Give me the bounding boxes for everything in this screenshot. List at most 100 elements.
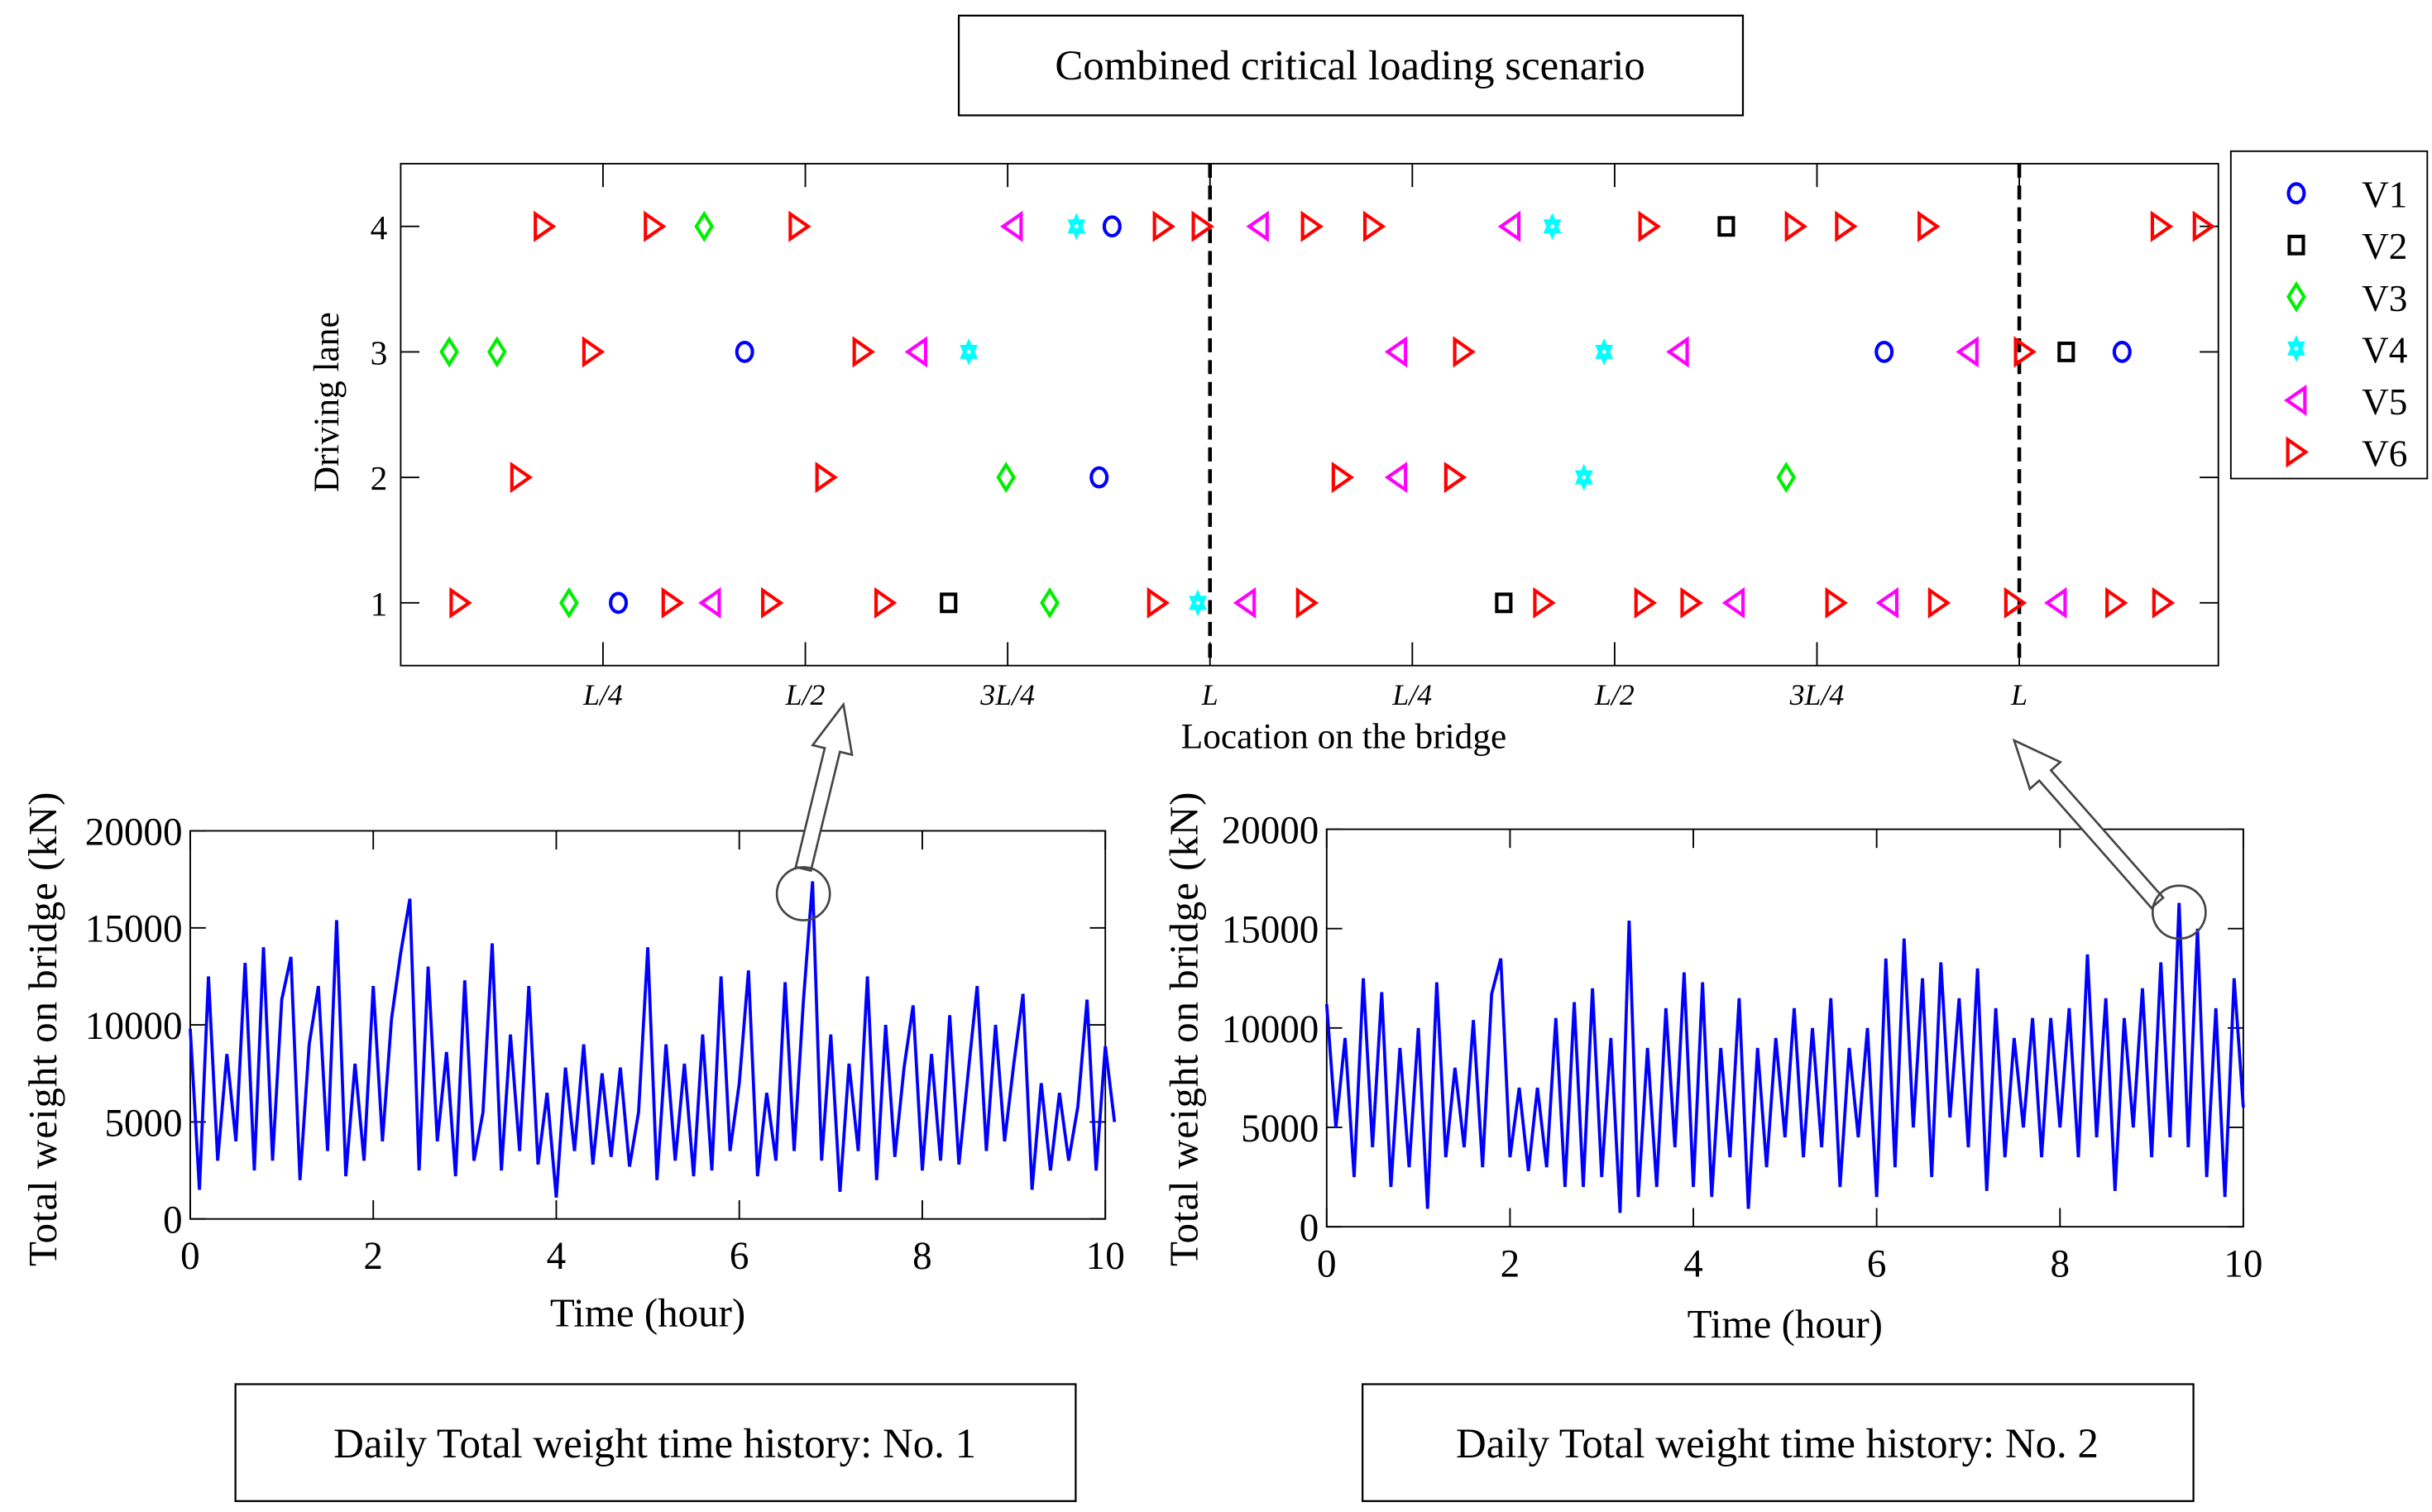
vehicle-marker-v6	[2192, 210, 2216, 242]
scatter-ylabel: Driving lane	[307, 312, 347, 492]
vehicle-marker-v4	[1067, 213, 1086, 241]
vehicle-marker-v6	[510, 462, 534, 494]
vehicle-marker-v6	[761, 586, 784, 619]
vehicle-marker-v6	[1152, 210, 1175, 242]
axes-frame	[189, 830, 1107, 1220]
weight-series-line	[189, 881, 1117, 1199]
vehicle-marker-v6	[449, 586, 472, 619]
vehicle-marker-v6	[661, 586, 685, 619]
legend-marker-circle-icon	[2286, 182, 2306, 205]
x-tick-label: 6	[1867, 1242, 1887, 1285]
vehicle-marker-v1	[1874, 341, 1894, 363]
hexagram-down-part	[1543, 219, 1562, 241]
vehicle-marker-v3	[694, 210, 715, 242]
x-tick-label: 3L/4	[979, 678, 1035, 711]
vehicle-marker-v6	[582, 336, 606, 368]
legend-label: V3	[2362, 278, 2407, 319]
x-tick-label: 10	[1086, 1235, 1125, 1278]
vehicle-marker-v5	[904, 336, 928, 368]
y-tick-label: 1	[371, 585, 388, 623]
vehicle-marker-v6	[2105, 586, 2128, 619]
y-tick-label: 10000	[85, 1005, 183, 1048]
x-tick-label: 4	[1683, 1242, 1703, 1285]
vehicle-marker-v3	[996, 462, 1017, 494]
vehicle-marker-v3	[486, 336, 507, 368]
vehicle-marker-v5	[1384, 336, 1408, 368]
y-tick-label: 10000	[1222, 1008, 1319, 1051]
x-tick-label: L/2	[1594, 678, 1635, 711]
y-tick-label: 4	[371, 208, 388, 246]
vehicle-marker-v1	[609, 591, 629, 615]
vehicle-marker-v4	[1574, 463, 1593, 491]
x-tick-label: 0	[1317, 1242, 1337, 1285]
vehicle-marker-v3	[439, 336, 459, 368]
vehicle-marker-v6	[1443, 462, 1467, 494]
hexagram-down-part	[960, 344, 979, 366]
vehicle-marker-v6	[1784, 210, 1808, 242]
vehicle-marker-v6	[1835, 210, 1858, 242]
vehicle-marker-v6	[644, 210, 667, 242]
hexagram-down-part	[1067, 219, 1086, 241]
x-tick-label: 2	[1501, 1242, 1520, 1285]
legend-entry-v5: V5	[2284, 381, 2407, 423]
y-tick-label: 2	[371, 459, 388, 497]
vehicle-marker-v6	[2004, 586, 2027, 619]
vehicle-marker-v5	[1875, 586, 1899, 619]
arrow-to-scenario-icon	[794, 701, 854, 873]
x-axis-label: Time (hour)	[1688, 1301, 1883, 1347]
legend-entry-v6: V6	[2286, 433, 2407, 474]
vehicle-marker-v4	[1189, 589, 1207, 617]
vehicle-marker-v6	[874, 586, 898, 619]
weight-series-line	[1324, 902, 2245, 1213]
vehicle-marker-v2	[940, 592, 958, 614]
vehicle-marker-v2	[1495, 592, 1513, 614]
legend-frame	[2229, 150, 2429, 480]
vehicle-marker-v4	[960, 337, 979, 366]
vehicle-marker-v6	[852, 336, 875, 368]
vehicle-marker-v6	[1825, 586, 1848, 619]
caption-2-frame	[1362, 1383, 2195, 1502]
vehicle-marker-v5	[1497, 210, 1521, 242]
legend-label: V5	[2362, 381, 2407, 423]
vehicle-marker-v1	[735, 341, 754, 363]
vehicle-marker-v6	[2013, 336, 2037, 368]
caption-2: Daily Total weight time history: No. 2	[1456, 1421, 2099, 1467]
peak-highlight-circle-1	[775, 866, 831, 921]
time-history-chart-1: 0 2 4 6 8 10 0 5000 10000 15000 20000 Time (hour) To…	[20, 792, 1125, 1336]
hexagram-down-part	[1595, 344, 1614, 366]
legend-label: V4	[2362, 329, 2407, 371]
vehicle-marker-v6	[1147, 586, 1171, 619]
x-tick-label: 10	[2224, 1242, 2262, 1285]
hexagram-center	[1550, 224, 1555, 229]
vehicle-marker-v5	[1384, 462, 1408, 494]
legend-entry-v1: V1	[2286, 175, 2407, 216]
vehicle-marker-v4	[1595, 337, 1614, 366]
legend: V1 V2 V3 V4 V5 V6	[2229, 150, 2429, 480]
x-tick-label: 6	[730, 1235, 749, 1278]
caption-1: Daily Total weight time history: No. 1	[333, 1421, 976, 1467]
vehicle-marker-v6	[1634, 586, 1658, 619]
hexagram-center	[1074, 224, 1079, 229]
legend-marker-triangle-right-icon	[2286, 436, 2309, 468]
x-tick-label: 3L/4	[1789, 678, 1845, 711]
time-history-chart-2: 0 2 4 6 8 10 0 5000 10000 15000 20000 Time (hour) To…	[1161, 792, 2262, 1347]
vehicle-marker-v6	[815, 462, 838, 494]
legend-label: V1	[2362, 175, 2407, 216]
vehicle-marker-v1	[2112, 341, 2132, 363]
peak-highlight-circle-2	[2151, 884, 2207, 940]
legend-marker-hexagram-icon	[2287, 334, 2305, 362]
legend-label: V2	[2362, 226, 2407, 267]
hexagram-center	[966, 349, 971, 354]
y-tick-label: 20000	[85, 811, 183, 854]
y-tick-label: 15000	[1222, 909, 1319, 952]
vehicle-marker-v2	[1717, 216, 1735, 237]
vehicle-marker-v5	[1666, 336, 1689, 368]
x-tick-label: L/2	[785, 678, 826, 711]
legend-marker-square-icon	[2287, 234, 2305, 256]
x-tick-label: L	[2010, 678, 2027, 711]
vehicle-marker-v6	[1300, 210, 1324, 242]
x-tick-label: 8	[912, 1235, 932, 1278]
hexagram-center	[1601, 349, 1606, 354]
legend-label: V6	[2362, 433, 2407, 474]
